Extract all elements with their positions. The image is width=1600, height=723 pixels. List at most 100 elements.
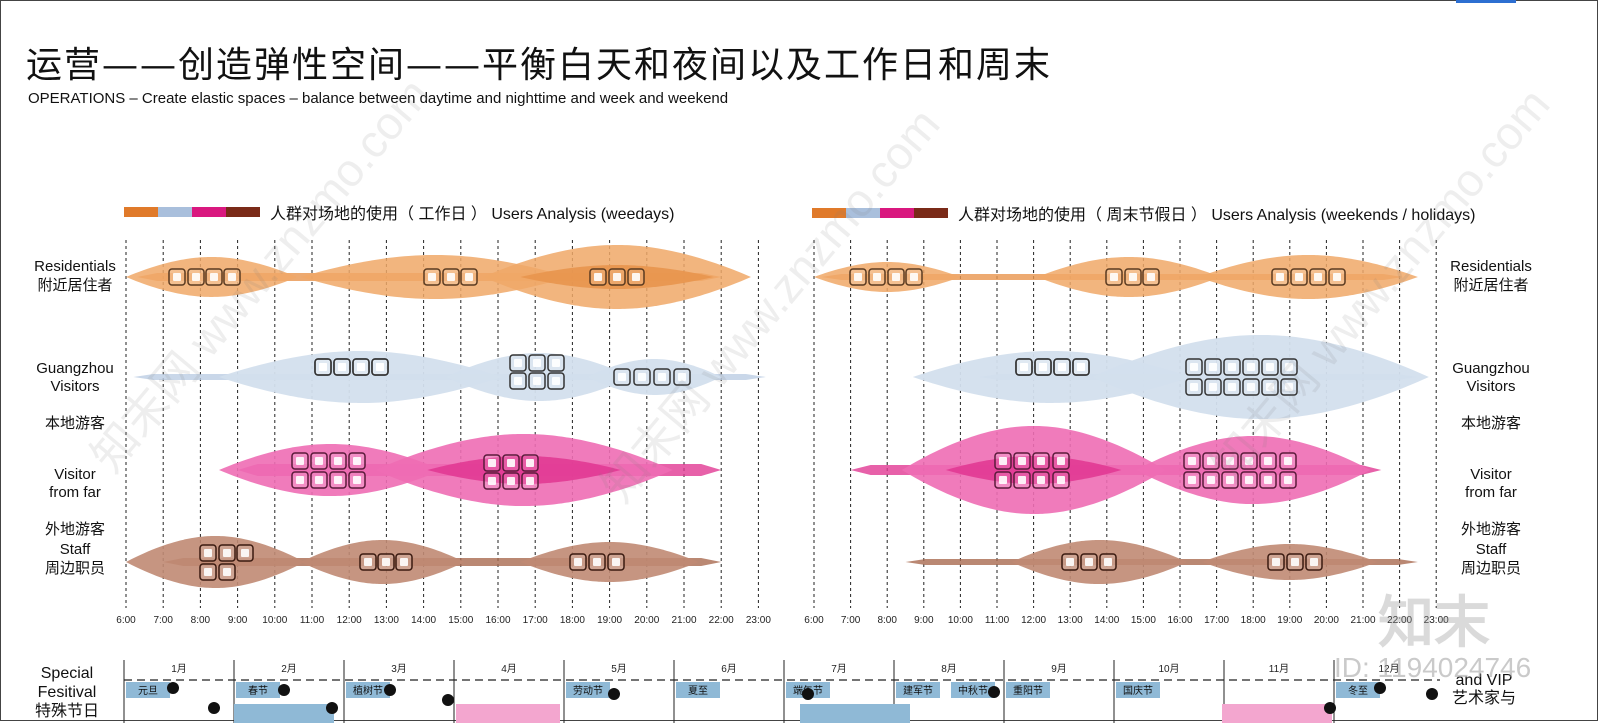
residential-activity-icon-glyph — [1295, 273, 1303, 281]
page-subtitle: OPERATIONS – Create elastic spaces – bal… — [28, 90, 729, 107]
legend-swatch — [812, 208, 846, 218]
visitor-far-activity-icon-glyph — [296, 457, 304, 465]
festival-tag — [1006, 682, 1050, 698]
time-tick-label: 11:00 — [300, 615, 325, 626]
festival-pictogram-icon — [326, 702, 338, 714]
activity-blob-residentials — [1198, 255, 1418, 299]
guangzhou-activity-icon-glyph — [552, 377, 560, 385]
time-tick-label: 14:00 — [1094, 615, 1119, 626]
row-label-residentials-right: Residentials 附近居住者 — [1436, 258, 1546, 294]
visitor-far-activity-icon-glyph — [1057, 457, 1065, 465]
row-label-staff-right: Staff 周边职员 — [1436, 541, 1546, 577]
visitor-far-activity-icon-glyph — [507, 459, 515, 467]
staff-activity-icon-glyph — [382, 558, 390, 566]
festival-pictogram-icon — [608, 688, 620, 700]
row-label-staff-left: Staff 周边职员 — [20, 541, 130, 577]
time-tick-label: 23:00 — [746, 615, 771, 626]
month-label: 4月 — [501, 663, 517, 675]
row-label-en: Guangzhou Visitors — [36, 360, 114, 395]
month-label: 5月 — [611, 663, 627, 675]
time-tick-label: 13:00 — [1058, 615, 1083, 626]
festival-bar-lower — [800, 704, 910, 723]
guangzhou-activity-icon-glyph — [376, 363, 384, 371]
festival-pictogram-icon — [988, 686, 1000, 698]
festival-pictogram-icon — [1426, 688, 1438, 700]
time-tick-label: 17:00 — [523, 615, 548, 626]
festival-tag — [951, 682, 995, 698]
residential-activity-icon-glyph — [1147, 273, 1155, 281]
activity-blob-guangzhou — [912, 351, 1191, 403]
staff-activity-icon-glyph — [241, 549, 249, 557]
festival-label: 夏至 — [688, 685, 708, 697]
visitor-far-activity-icon-glyph — [1018, 476, 1026, 484]
festival-pictogram-icon — [278, 684, 290, 696]
time-tick-label: 19:00 — [1277, 615, 1302, 626]
time-tick-label: 12:00 — [337, 615, 362, 626]
residential-activity-icon-glyph — [1110, 273, 1118, 281]
festival-label: 劳动节 — [573, 684, 603, 697]
time-tick-label: 8:00 — [191, 615, 211, 626]
activity-blob-residentials — [814, 262, 961, 292]
activity-blob-visitor-far-core — [945, 456, 1122, 484]
visitor-far-activity-icon-glyph — [1188, 476, 1196, 484]
residential-activity-icon-glyph — [854, 273, 862, 281]
bottom-right-label: and VIP 艺术家与 — [1452, 672, 1517, 707]
row-label-cn: 周边职员 — [1460, 559, 1521, 577]
festival-tag — [896, 682, 940, 698]
guangzhou-activity-icon-glyph — [1247, 363, 1255, 371]
row-label-en: Guangzhou Visitors — [1452, 360, 1530, 395]
guangzhou-activity-icon-glyph — [1190, 363, 1198, 371]
festival-label: 中秋节 — [958, 684, 988, 697]
staff-activity-icon-glyph — [204, 568, 212, 576]
activity-blob-residentials — [1037, 257, 1221, 297]
festival-label: 元旦 — [138, 685, 158, 697]
row-label-cn: 附近居住者 — [37, 276, 113, 294]
row-label-en: Residentials — [34, 258, 116, 275]
guangzhou-activity-icon-glyph — [1247, 383, 1255, 391]
visitor-far-activity-icon-glyph — [999, 476, 1007, 484]
staff-activity-icon-glyph — [1085, 558, 1093, 566]
row-label-cn: 附近居住者 — [1453, 276, 1529, 294]
staff-activity-icon-glyph — [593, 558, 601, 566]
residential-activity-icon-glyph — [173, 273, 181, 281]
festival-pictogram-icon — [384, 684, 396, 696]
legend-swatch — [880, 208, 914, 218]
activity-blob-guangzhou — [219, 351, 502, 403]
row-label-guangzhou-left: Guangzhou Visitors 本地游客 — [20, 342, 130, 450]
activity-blob-staff — [126, 536, 305, 588]
residential-activity-icon-glyph — [192, 273, 200, 281]
legend-swatch — [124, 207, 158, 217]
festival-label: 重阳节 — [1013, 684, 1043, 697]
visitor-far-activity-icon-glyph — [999, 457, 1007, 465]
month-label: 12月 — [1378, 663, 1399, 675]
staff-activity-icon-glyph — [400, 558, 408, 566]
visitor-far-activity-icon-glyph — [334, 457, 342, 465]
guangzhou-activity-icon-glyph — [1209, 363, 1217, 371]
staff-activity-icon-glyph — [204, 549, 212, 557]
guangzhou-activity-icon-glyph — [1228, 363, 1236, 371]
guangzhou-activity-icon-glyph — [1020, 363, 1028, 371]
legend-swatch — [158, 207, 192, 217]
visitor-far-activity-icon-glyph — [507, 477, 515, 485]
time-tick-label: 20:00 — [634, 615, 659, 626]
guangzhou-activity-icon-glyph — [1285, 383, 1293, 391]
legend-weekdays-label: 人群对场地的使用（ 工作日 ） Users Analysis (weedays) — [270, 206, 675, 223]
month-label: 1月 — [171, 663, 187, 675]
visitor-far-activity-icon-glyph — [526, 477, 534, 485]
legend-weekends: 人群对场地的使用（ 周末节假日 ） Users Analysis (weeken… — [812, 201, 1475, 225]
festival-pictogram-icon — [442, 694, 454, 706]
staff-activity-icon-glyph — [1291, 558, 1299, 566]
residential-activity-icon-glyph — [613, 273, 621, 281]
row-label-visitor-far-right: Visitor from far 外地游客 — [1436, 448, 1546, 556]
legend-swatch — [914, 208, 948, 218]
time-tick-label: 22:00 — [709, 615, 734, 626]
staff-activity-icon-glyph — [364, 558, 372, 566]
month-label: 9月 — [1051, 663, 1067, 675]
residential-activity-icon-glyph — [1333, 273, 1341, 281]
row-label-en: Staff — [59, 541, 91, 558]
activity-blob-staff — [520, 542, 699, 582]
visitor-far-activity-icon-glyph — [488, 459, 496, 467]
row-label-en: Staff — [1475, 541, 1507, 558]
row-label-cn: 外地游客 — [1460, 520, 1521, 538]
guangzhou-activity-icon-glyph — [1266, 363, 1274, 371]
